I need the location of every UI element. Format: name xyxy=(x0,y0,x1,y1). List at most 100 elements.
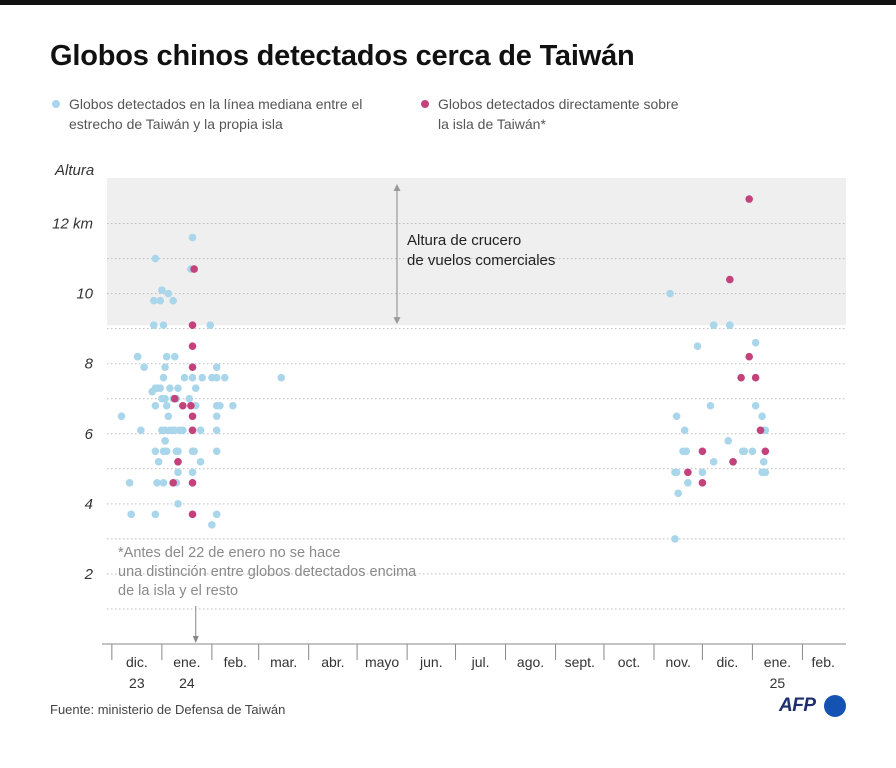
median-line-balloon-point xyxy=(188,233,197,242)
x-tick-label: oct. xyxy=(618,654,641,670)
median-line-balloon-point xyxy=(674,489,682,498)
median-line-balloon-point xyxy=(680,426,689,435)
x-tick-label: mayo xyxy=(365,654,399,670)
y-tick-label: 4 xyxy=(85,496,93,513)
y-tick-label: 6 xyxy=(85,426,94,443)
over-island-balloon-point xyxy=(187,401,195,410)
median-line-balloon-point xyxy=(164,412,173,421)
x-tick-year-label: 23 xyxy=(129,675,145,691)
median-line-balloon-point xyxy=(693,342,702,350)
median-line-balloon-point xyxy=(156,296,165,305)
median-line-balloon-point xyxy=(748,447,757,456)
x-tick-label: jun. xyxy=(419,654,443,670)
x-tick-label: ene. xyxy=(173,654,200,670)
legend-blue-marker xyxy=(52,100,60,108)
median-line-balloon-point xyxy=(185,394,194,403)
median-line-balloon-point xyxy=(174,384,182,393)
afp-logo-text: AFP xyxy=(779,695,816,716)
median-line-balloon-point xyxy=(174,500,182,508)
median-line-balloon-point xyxy=(751,338,760,347)
median-line-balloon-point xyxy=(206,321,215,329)
x-tick-label: abr. xyxy=(321,654,344,670)
median-line-balloon-point xyxy=(151,254,160,263)
over-island-balloon-point xyxy=(737,373,745,382)
median-line-balloon-point xyxy=(156,384,165,393)
median-line-balloon-point xyxy=(698,468,707,477)
median-line-balloon-point xyxy=(161,436,169,445)
median-line-balloon-point xyxy=(161,363,169,372)
x-tick-label: ene. xyxy=(764,654,791,670)
band-arrow-head-top xyxy=(393,184,401,191)
legend-item-median-line: Globos detectados en la línea mediana en… xyxy=(52,94,379,134)
over-island-balloon-point xyxy=(188,342,197,350)
x-tick-label: dic. xyxy=(126,654,148,670)
over-island-balloon-point xyxy=(188,510,197,519)
median-line-balloon-point xyxy=(174,468,182,477)
legend-item-over-island: Globos detectados directamente sobre la … xyxy=(421,94,688,134)
y-tick-label: 8 xyxy=(85,356,94,373)
x-tick-year-label: 24 xyxy=(179,675,195,691)
median-line-balloon-point xyxy=(208,521,216,529)
cruise-altitude-band xyxy=(107,178,846,326)
chart-title: Globos chinos detectados cerca de Taiwán xyxy=(50,40,635,72)
over-island-balloon-point xyxy=(170,394,179,403)
median-line-balloon-point xyxy=(164,289,173,298)
over-island-balloon-point xyxy=(698,447,707,456)
median-line-balloon-point xyxy=(198,373,206,382)
median-line-balloon-point xyxy=(190,447,198,456)
over-island-balloon-point xyxy=(190,265,198,273)
over-island-balloon-point xyxy=(179,401,187,410)
median-line-balloon-point xyxy=(169,296,177,305)
median-line-balloon-point xyxy=(220,373,229,382)
median-line-balloon-point xyxy=(151,510,160,519)
median-line-balloon-point xyxy=(212,412,221,421)
median-line-balloon-point xyxy=(212,363,221,372)
median-line-balloon-point xyxy=(666,289,674,298)
median-line-balloon-point xyxy=(174,447,182,456)
median-line-balloon-point xyxy=(188,373,197,382)
median-line-balloon-point xyxy=(125,479,134,487)
annotation-text-line: *Antes del 22 de enero no se hace xyxy=(118,545,341,561)
band-label-line2: de vuelos comerciales xyxy=(407,252,555,269)
median-line-balloon-point xyxy=(212,426,221,435)
median-line-balloon-point xyxy=(671,535,679,543)
annotation-text-line: una distinción entre globos detectados e… xyxy=(118,564,417,580)
over-island-balloon-point xyxy=(761,447,770,456)
over-island-balloon-point xyxy=(169,479,177,487)
median-line-balloon-point xyxy=(191,384,200,393)
over-island-balloon-point xyxy=(729,458,737,466)
median-line-balloon-point xyxy=(759,458,768,466)
median-line-balloon-point xyxy=(726,321,734,329)
x-tick-year-label: 25 xyxy=(770,675,786,691)
median-line-balloon-point xyxy=(117,412,126,421)
annotation-text-line: de la isla y el resto xyxy=(118,583,238,599)
median-line-balloon-point xyxy=(151,447,160,456)
median-line-balloon-point xyxy=(127,510,136,519)
median-line-balloon-point xyxy=(170,352,179,361)
median-line-balloon-point xyxy=(761,468,770,477)
median-line-balloon-point xyxy=(149,296,158,305)
over-island-balloon-point xyxy=(188,321,197,329)
median-line-balloon-point xyxy=(751,401,760,410)
median-line-balloon-point xyxy=(154,458,163,466)
median-line-balloon-point xyxy=(159,479,168,487)
median-line-balloon-point xyxy=(196,458,205,466)
median-line-balloon-point xyxy=(151,401,160,410)
median-line-balloon-point xyxy=(149,321,158,329)
over-island-balloon-point xyxy=(684,468,692,477)
median-line-balloon-point xyxy=(672,468,681,477)
median-line-balloon-point xyxy=(682,447,691,456)
over-island-balloon-point xyxy=(698,479,707,487)
over-island-balloon-point xyxy=(174,458,182,466)
median-line-balloon-point xyxy=(158,286,166,294)
legend-pink-marker xyxy=(421,100,429,108)
median-line-balloon-point xyxy=(180,373,189,382)
median-line-balloon-point xyxy=(179,426,187,435)
top-bar xyxy=(0,0,896,5)
over-island-balloon-point xyxy=(751,373,760,382)
median-line-balloon-point xyxy=(166,384,174,393)
median-line-balloon-point xyxy=(162,447,171,456)
median-line-balloon-point xyxy=(229,401,237,410)
y-tick-label: 2 xyxy=(84,566,94,583)
median-line-balloon-point xyxy=(212,373,221,382)
